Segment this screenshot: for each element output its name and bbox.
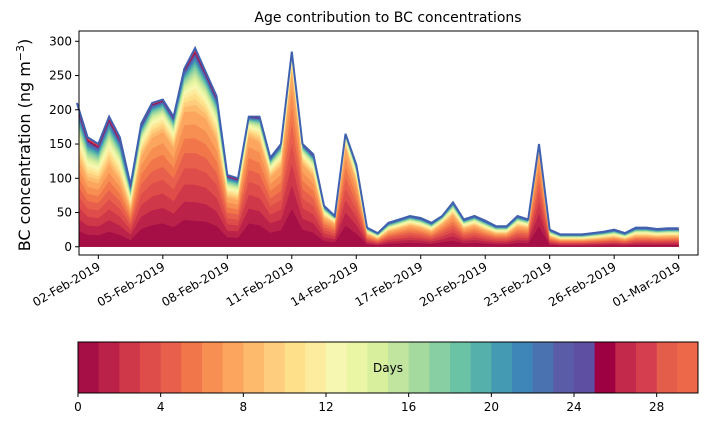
colorbar-segment bbox=[78, 342, 100, 393]
plot-frame bbox=[78, 30, 699, 256]
colorbar-tick-label: 20 bbox=[484, 400, 499, 414]
colorbar-tick-label: 0 bbox=[74, 400, 82, 414]
colorbar-label: Days bbox=[373, 361, 403, 375]
colorbar-segment bbox=[553, 342, 575, 393]
x-tick-label: 05-Feb-2019 bbox=[95, 259, 168, 309]
colorbar-segment bbox=[512, 342, 534, 393]
colorbar-segment bbox=[615, 342, 637, 393]
x-tick-label: 14-Feb-2019 bbox=[288, 259, 361, 309]
colorbar-segment bbox=[326, 342, 348, 393]
x-axis-ticks: 02-Feb-201905-Feb-201908-Feb-201911-Feb-… bbox=[30, 255, 683, 310]
colorbar-frame bbox=[77, 341, 699, 394]
chart-title: Age contribution to BC concentrations bbox=[254, 10, 521, 26]
colorbar-segment bbox=[243, 342, 265, 393]
age-layer-0 bbox=[79, 209, 679, 247]
colorbar-segment bbox=[636, 342, 658, 393]
colorbar-segment bbox=[470, 342, 492, 393]
age-layer-2 bbox=[79, 164, 679, 247]
colorbar-ticks: 0 4 8 12 16 20 24 28 bbox=[74, 393, 664, 414]
y-tick-label: 300 bbox=[49, 34, 72, 48]
colorbar-tick-label: 16 bbox=[401, 400, 416, 414]
colorbar-segment bbox=[408, 342, 430, 393]
colorbar-segment bbox=[532, 342, 554, 393]
colorbar-segment bbox=[429, 342, 451, 393]
colorbar-tick-label: 8 bbox=[240, 400, 248, 414]
colorbar-segment bbox=[677, 342, 699, 393]
x-tick-label: 26-Feb-2019 bbox=[546, 259, 619, 309]
colorbar-tick-label: 28 bbox=[649, 400, 664, 414]
colorbar-tick-label: 24 bbox=[566, 400, 581, 414]
colorbar-segment bbox=[98, 342, 120, 393]
x-tick-label: 11-Feb-2019 bbox=[224, 259, 297, 309]
colorbar-segment bbox=[140, 342, 162, 393]
y-tick-label: 50 bbox=[57, 206, 72, 220]
y-tick-label: 250 bbox=[49, 69, 72, 83]
colorbar-segment bbox=[181, 342, 203, 393]
colorbar-segment bbox=[222, 342, 244, 393]
y-tick-label: 150 bbox=[49, 137, 72, 151]
x-tick-label: 17-Feb-2019 bbox=[353, 259, 426, 309]
colorbar-segment bbox=[346, 342, 368, 393]
colorbar-segment bbox=[284, 342, 306, 393]
x-tick-label: 23-Feb-2019 bbox=[482, 259, 555, 309]
colorbar-tick-label: 12 bbox=[318, 400, 333, 414]
y-tick-label: 200 bbox=[49, 103, 72, 117]
x-tick-label: 20-Feb-2019 bbox=[417, 259, 490, 309]
colorbar-segment bbox=[160, 342, 182, 393]
colorbar-segment bbox=[119, 342, 141, 393]
y-tick-label: 0 bbox=[64, 240, 72, 254]
age-layer-4 bbox=[79, 124, 679, 247]
age-stack-areas bbox=[79, 48, 679, 247]
colorbar-segment bbox=[594, 342, 616, 393]
colorbar-tick-label: 4 bbox=[157, 400, 165, 414]
colorbar-segment bbox=[491, 342, 513, 393]
x-tick-label: 01-Mar-2019 bbox=[610, 259, 683, 309]
y-axis-ticks: 0 50 100 150 200 250 300 bbox=[49, 34, 79, 254]
y-tick-label: 100 bbox=[49, 171, 72, 185]
colorbar-segment bbox=[450, 342, 472, 393]
age-layer-3 bbox=[79, 143, 679, 247]
age-layer-6 bbox=[79, 89, 679, 247]
colorbar-segment bbox=[574, 342, 596, 393]
colorbar-segment bbox=[305, 342, 327, 393]
colorbar-segment bbox=[202, 342, 224, 393]
y-axis-label: BC concentration (ng m−3) bbox=[14, 39, 34, 252]
age-layer-1 bbox=[79, 185, 679, 247]
colorbar bbox=[77, 341, 699, 394]
x-tick-label: 02-Feb-2019 bbox=[30, 259, 103, 309]
age-layer-5 bbox=[79, 106, 679, 247]
colorbar-segment bbox=[367, 342, 389, 393]
colorbar-segment bbox=[388, 342, 410, 393]
colorbar-segment bbox=[656, 342, 678, 393]
x-tick-label: 08-Feb-2019 bbox=[159, 259, 232, 309]
colorbar-segment bbox=[264, 342, 286, 393]
total-bc-line bbox=[75, 45, 679, 236]
